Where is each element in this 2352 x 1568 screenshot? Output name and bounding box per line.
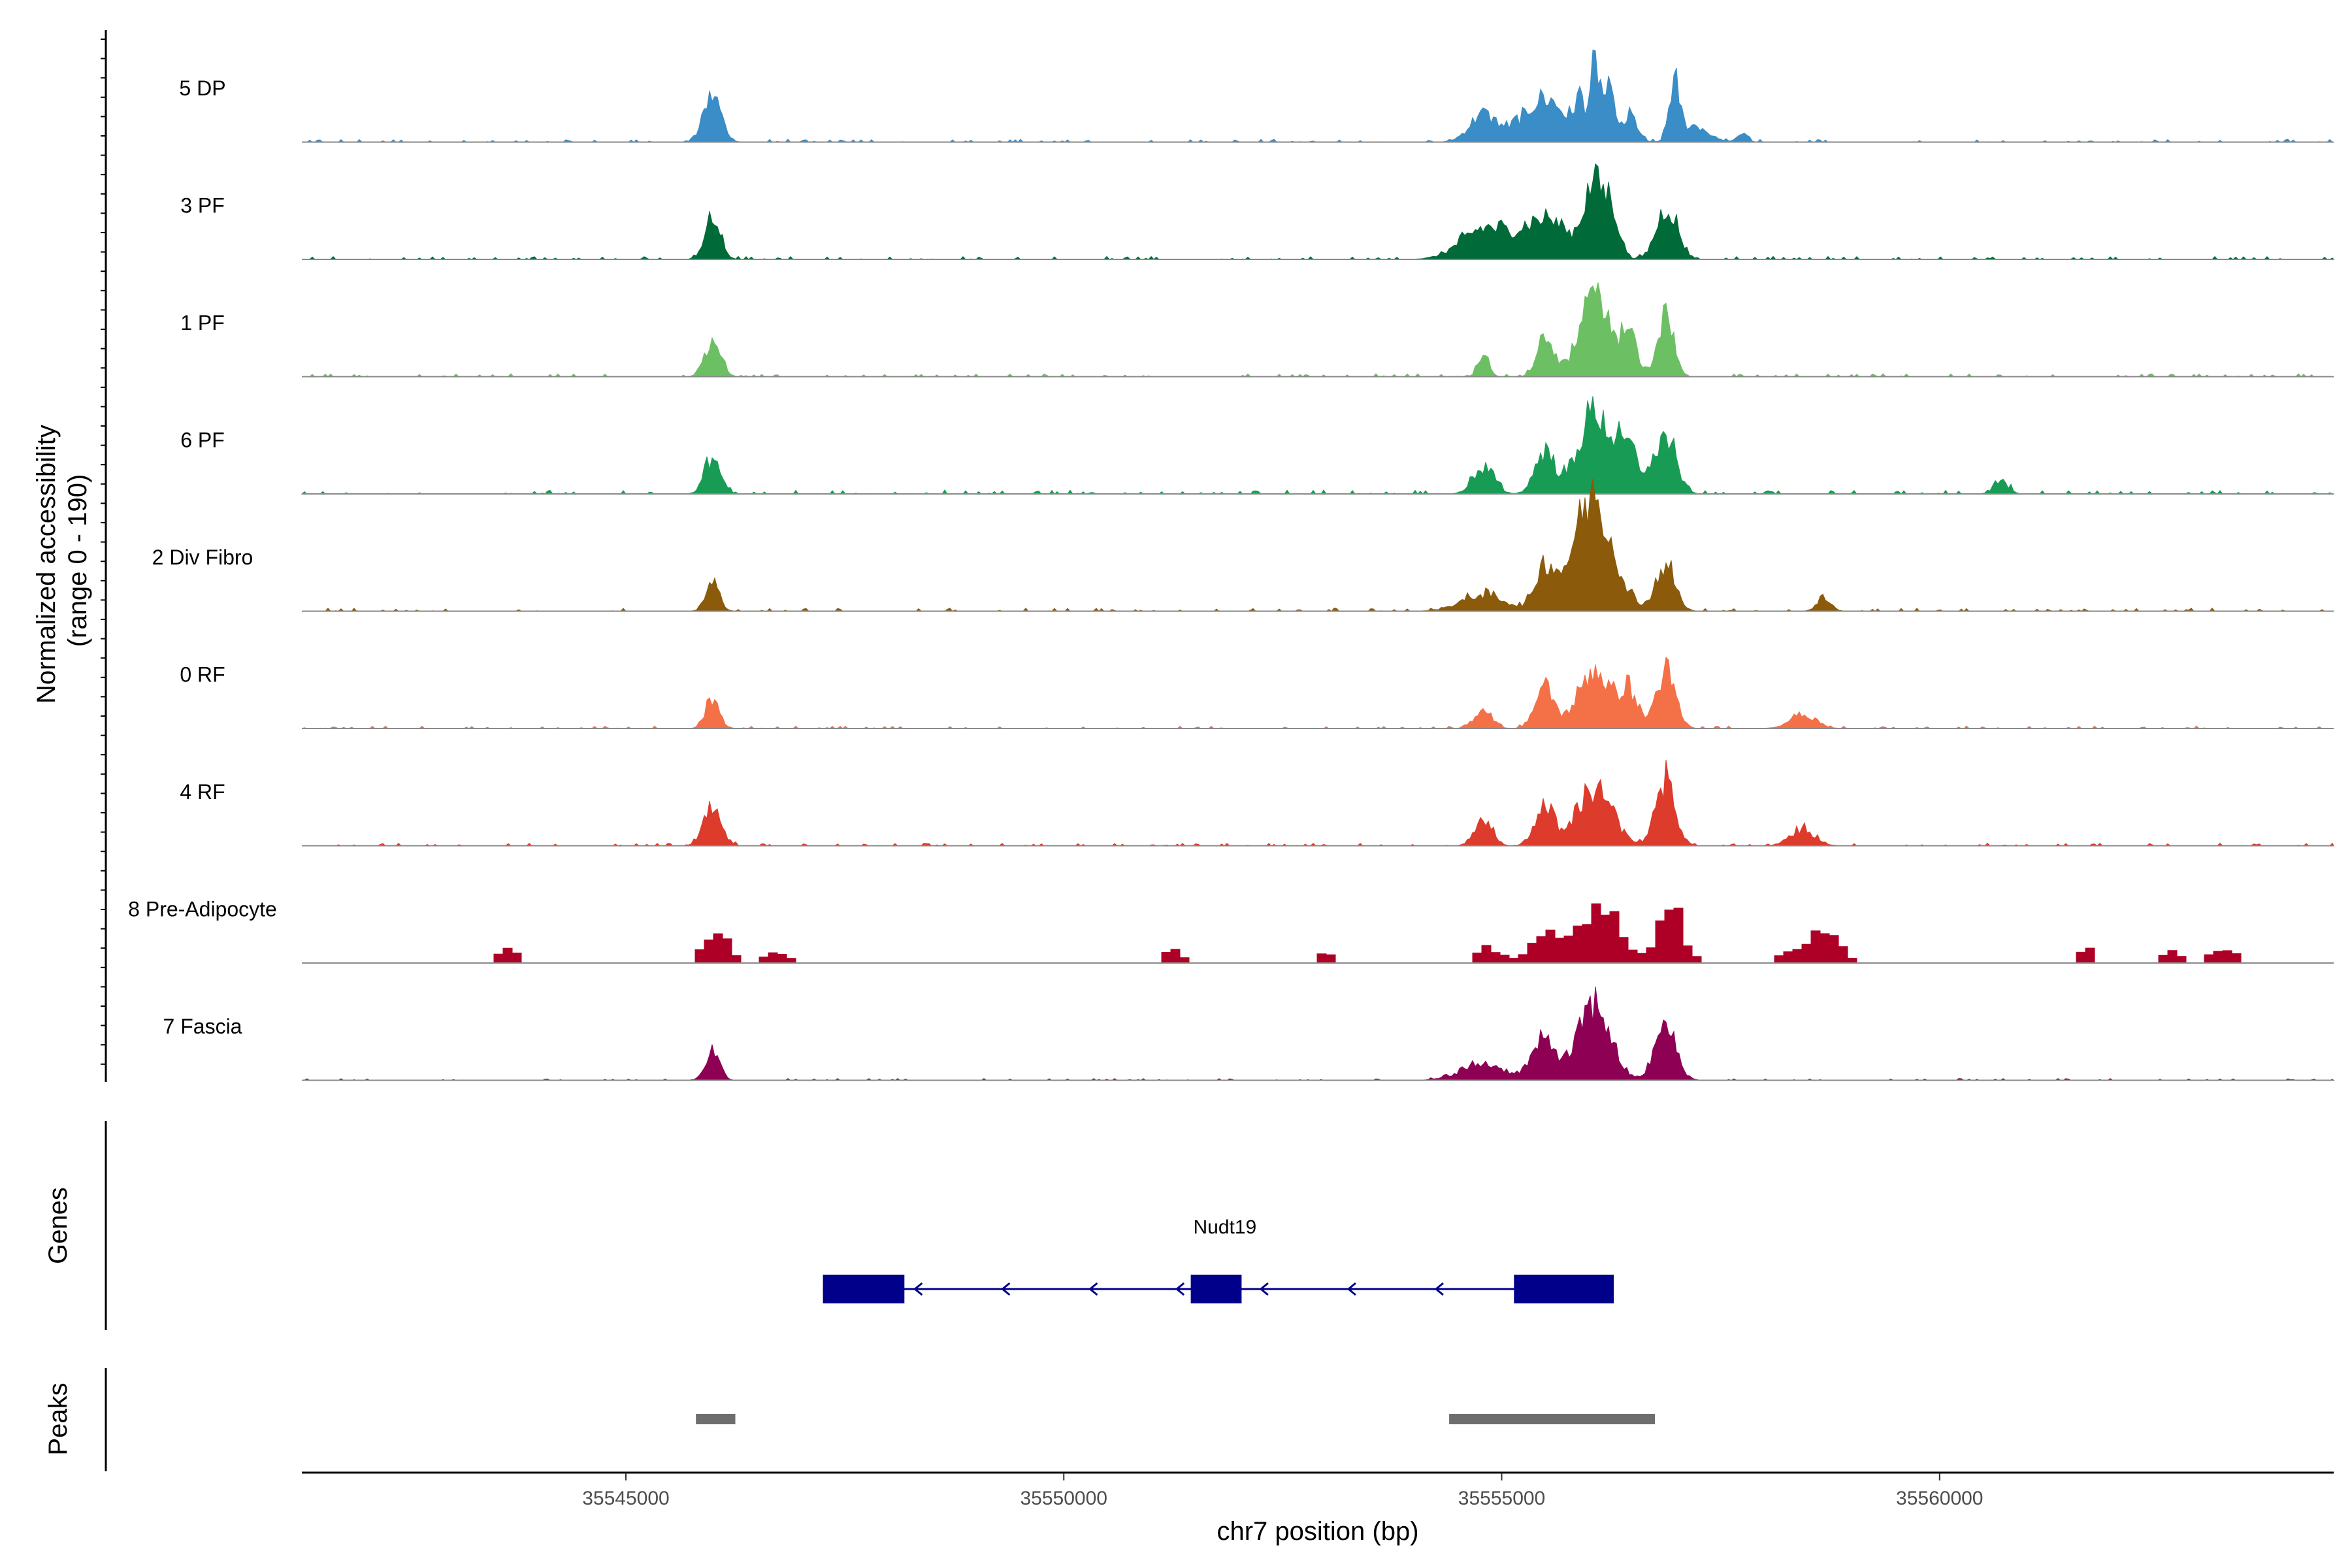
track-label: 6 PF <box>180 429 225 452</box>
track-label: 0 RF <box>180 663 225 687</box>
strand-arrow <box>1259 1282 1269 1296</box>
gene-name-label: Nudt19 <box>1193 1217 1256 1238</box>
strand-arrow <box>1175 1282 1185 1296</box>
track-label: 8 Pre-Adipocyte <box>128 898 277 921</box>
track-7-fascia: 7 Fascia <box>163 986 2335 1081</box>
strand-arrow <box>1434 1282 1444 1296</box>
track-3-pf: 3 PF <box>180 163 2335 260</box>
track-1-pf: 1 PF <box>180 282 2334 378</box>
y-axis-title: Normalized accessibility (range 0 - 190) <box>32 417 92 704</box>
track-4-rf: 4 RF <box>180 760 2334 847</box>
track-label: 7 Fascia <box>163 1015 242 1038</box>
track-label: 5 DP <box>179 76 225 100</box>
gene-exon <box>1190 1275 1242 1303</box>
strand-arrow <box>913 1282 923 1296</box>
track-0-rf: 0 RF <box>180 656 2334 729</box>
gene-nudt19: Nudt19 <box>823 1217 1614 1303</box>
peak-region <box>1449 1414 1656 1424</box>
x-axis-title: chr7 position (bp) <box>1217 1517 1418 1546</box>
coverage-y-ticks <box>101 39 106 1065</box>
genes-panel-label: Genes <box>44 1187 73 1264</box>
track-label: 2 Div Fibro <box>152 546 253 569</box>
gene-exon <box>823 1275 905 1303</box>
track-8-pre-adipocyte: 8 Pre-Adipocyte <box>128 898 2334 964</box>
accessibility-tracks: 5 DP 3 PF 1 PF 6 PF 2 Div Fibro 0 RF 4 RF 8 Pre… <box>128 49 2335 1081</box>
track-label: 1 PF <box>180 311 225 335</box>
track-5-dp: 5 DP <box>179 49 2334 143</box>
track-label: 4 RF <box>180 780 225 804</box>
gene-exon <box>1514 1275 1614 1303</box>
x-tick-label: 35545000 <box>582 1488 669 1509</box>
x-axis-ticks: 35545000 35550000 35555000 35560000 <box>582 1473 1984 1509</box>
x-tick-label: 35550000 <box>1021 1488 1107 1509</box>
strand-arrow <box>1347 1282 1356 1296</box>
track-label: 3 PF <box>180 194 225 218</box>
strand-arrow <box>1088 1282 1098 1296</box>
peak-region <box>696 1414 736 1424</box>
strand-arrow <box>1001 1282 1011 1296</box>
track-6-pf: 6 PF <box>180 396 2334 495</box>
peaks-panel-label: Peaks <box>44 1382 73 1455</box>
x-tick-label: 35560000 <box>1896 1488 1983 1509</box>
y-axis-title-line-2: (range 0 - 190) <box>63 474 92 647</box>
peak-regions-panel <box>696 1414 1656 1424</box>
x-tick-label: 35555000 <box>1458 1488 1545 1509</box>
track-2-div-fibro: 2 Div Fibro <box>152 478 2334 612</box>
y-axis-title-line-1: Normalized accessibility <box>32 425 61 704</box>
gene-annotation-panel: Nudt19 <box>823 1217 1614 1303</box>
